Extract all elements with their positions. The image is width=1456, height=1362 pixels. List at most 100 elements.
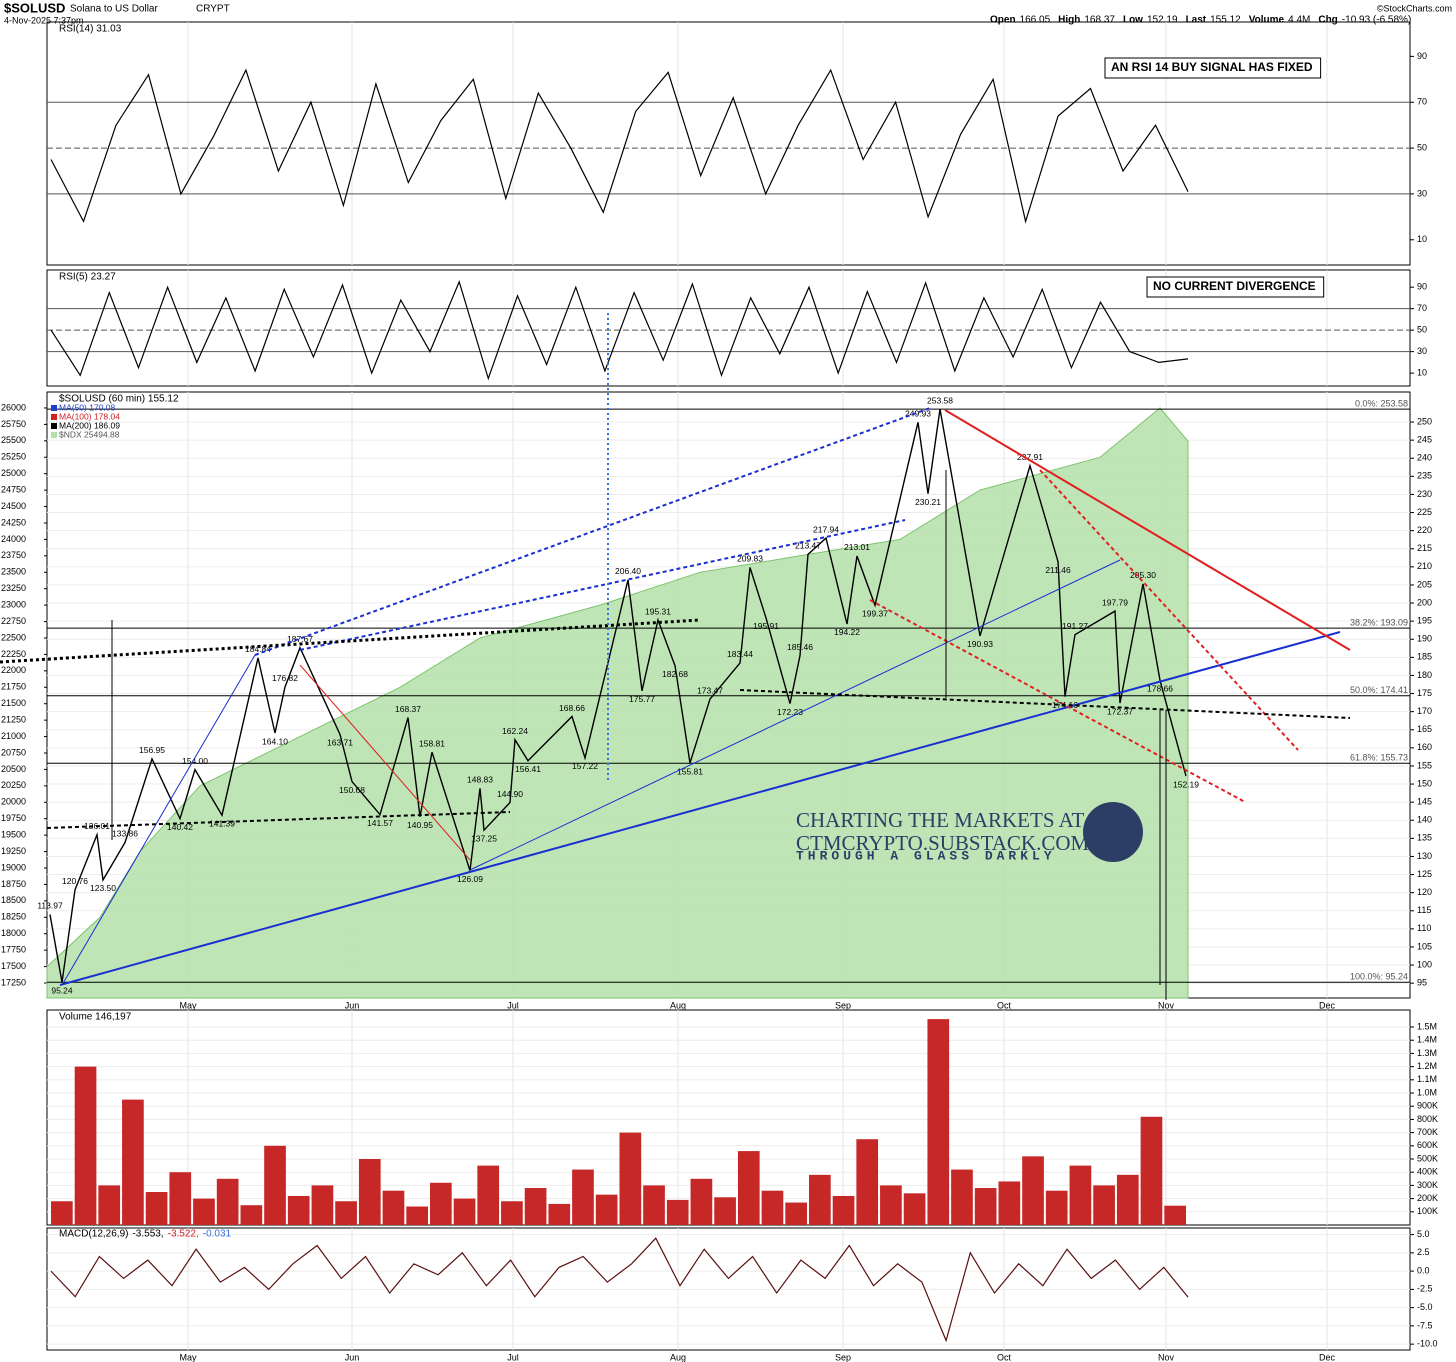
y-tick-label: 900K bbox=[1417, 1101, 1438, 1111]
data-label: 162.24 bbox=[502, 726, 528, 736]
x-tick-label: Dec bbox=[1319, 1352, 1336, 1362]
volume-bar bbox=[643, 1185, 665, 1225]
data-label: 141.57 bbox=[367, 818, 393, 828]
data-label: 140.95 bbox=[407, 820, 433, 830]
fib-label: 100.0%: 95.24 bbox=[1350, 972, 1408, 982]
volume-bar bbox=[1116, 1174, 1139, 1225]
quote-value: 152.19 bbox=[1147, 15, 1178, 26]
volume-bar bbox=[311, 1185, 334, 1225]
quote-value: 166.05 bbox=[1020, 15, 1051, 26]
data-label: 205.30 bbox=[1130, 570, 1156, 580]
data-label: 152.19 bbox=[1173, 779, 1199, 789]
x-tick-label: May bbox=[179, 1000, 197, 1010]
x-tick-label: Oct bbox=[997, 1352, 1012, 1362]
y-tick-label: 250 bbox=[1417, 416, 1432, 426]
y2-tick-label: 18500 bbox=[1, 895, 26, 905]
watermark-text: THROUGH A GLASS DARKLY bbox=[796, 848, 1056, 863]
y-tick-label: 175 bbox=[1417, 688, 1432, 698]
y-tick-label: 245 bbox=[1417, 435, 1432, 445]
volume-bar bbox=[974, 1188, 997, 1225]
x-tick-label: Sep bbox=[835, 1352, 851, 1362]
y-tick-label: 125 bbox=[1417, 869, 1432, 879]
volume-bar bbox=[287, 1195, 310, 1225]
volume-bar bbox=[809, 1174, 831, 1225]
data-label: 126.09 bbox=[457, 874, 483, 884]
quote-label: Volume bbox=[1249, 15, 1285, 26]
y2-tick-label: 17250 bbox=[1, 977, 26, 987]
legend-label: $NDX 25494.88 bbox=[59, 429, 120, 439]
data-label: 120.76 bbox=[62, 876, 88, 886]
annotation-box bbox=[1146, 276, 1325, 298]
trendline bbox=[1039, 469, 1299, 751]
trendline bbox=[254, 407, 931, 656]
y-tick-label: 1.2M bbox=[1417, 1061, 1437, 1071]
volume-bar bbox=[856, 1139, 879, 1225]
quote-label: Low bbox=[1123, 15, 1143, 26]
y2-tick-label: 26000 bbox=[1, 402, 26, 412]
y-tick-label: 10 bbox=[1417, 234, 1427, 244]
fib-label: 38.2%: 193.09 bbox=[1350, 617, 1408, 627]
y2-tick-label: 22500 bbox=[1, 632, 26, 642]
y-tick-label: 170 bbox=[1417, 706, 1432, 716]
y-tick-label: 700K bbox=[1417, 1127, 1438, 1137]
y-tick-label: 1.5M bbox=[1417, 1021, 1437, 1031]
area bbox=[46, 407, 1189, 999]
y-tick-label: 1.3M bbox=[1417, 1048, 1437, 1058]
data-label: 137.25 bbox=[471, 833, 497, 843]
volume-bar bbox=[216, 1178, 239, 1225]
y2-tick-label: 22250 bbox=[1, 649, 26, 659]
volume-bar bbox=[619, 1132, 642, 1225]
date: 4-Nov-2025 7:37pm bbox=[4, 15, 84, 25]
x-tick-label: Jul bbox=[507, 1352, 519, 1362]
y2-tick-label: 19000 bbox=[1, 862, 26, 872]
volume-bar bbox=[737, 1151, 760, 1225]
watermark: CHARTING THE MARKETS AT CTMCRYPTO.SUBSTA… bbox=[796, 802, 1143, 863]
panel-title: MACD(12,26,9) bbox=[59, 1229, 128, 1240]
y-tick-label: 135 bbox=[1417, 833, 1432, 843]
quote-value: 4.4M bbox=[1288, 15, 1310, 26]
y2-tick-label: 20750 bbox=[1, 747, 26, 757]
data-label: 183.44 bbox=[727, 649, 753, 659]
y2-tick-label: 21750 bbox=[1, 682, 26, 692]
quote-value: 155.12 bbox=[1210, 15, 1241, 26]
volume-bar bbox=[145, 1192, 168, 1225]
data-label: 178.66 bbox=[1147, 684, 1173, 694]
series-line bbox=[50, 68, 1189, 224]
data-label: 113.97 bbox=[37, 901, 63, 911]
data-label: 144.90 bbox=[497, 789, 523, 799]
y2-tick-label: 19250 bbox=[1, 846, 26, 856]
x-tick-label: May bbox=[179, 1352, 197, 1362]
y2-tick-label: 24500 bbox=[1, 501, 26, 511]
data-label: 213.01 bbox=[844, 542, 870, 552]
logo bbox=[1083, 802, 1143, 862]
data-label: 163.71 bbox=[327, 738, 353, 748]
x-tick-label: Aug bbox=[670, 1352, 686, 1362]
volume-bar bbox=[761, 1190, 784, 1225]
y-tick-label: 150 bbox=[1417, 778, 1432, 788]
data-label: 172.23 bbox=[777, 707, 803, 717]
trendline bbox=[739, 689, 1351, 719]
data-label: 157.22 bbox=[572, 761, 598, 771]
volume-bar bbox=[193, 1198, 215, 1225]
y-tick-label: 215 bbox=[1417, 543, 1432, 553]
volume-bar bbox=[548, 1203, 571, 1225]
header: $SOLUSD Solana to US Dollar CRYPT 4-Nov-… bbox=[4, 0, 1452, 25]
y-tick-label: 145 bbox=[1417, 797, 1432, 807]
volume-bar bbox=[1164, 1205, 1186, 1225]
y-tick-label: 70 bbox=[1417, 303, 1427, 313]
y-tick-label: 600K bbox=[1417, 1140, 1438, 1150]
y2-tick-label: 18750 bbox=[1, 879, 26, 889]
data-label: 199.37 bbox=[862, 609, 888, 619]
y2-tick-label: 25750 bbox=[1, 419, 26, 429]
quote-value: -10.93 (-6.58%) bbox=[1342, 15, 1411, 26]
data-label: 155.81 bbox=[677, 766, 703, 776]
quote-label: Open bbox=[990, 15, 1016, 26]
volume-bar bbox=[880, 1185, 902, 1225]
data-label: 253.58 bbox=[927, 395, 953, 405]
y-tick-label: 220 bbox=[1417, 525, 1432, 535]
y2-tick-label: 20500 bbox=[1, 764, 26, 774]
data-label: 206.40 bbox=[615, 566, 641, 576]
trendline bbox=[46, 811, 511, 829]
y-tick-label: 240 bbox=[1417, 453, 1432, 463]
volume-bar bbox=[1140, 1116, 1163, 1225]
